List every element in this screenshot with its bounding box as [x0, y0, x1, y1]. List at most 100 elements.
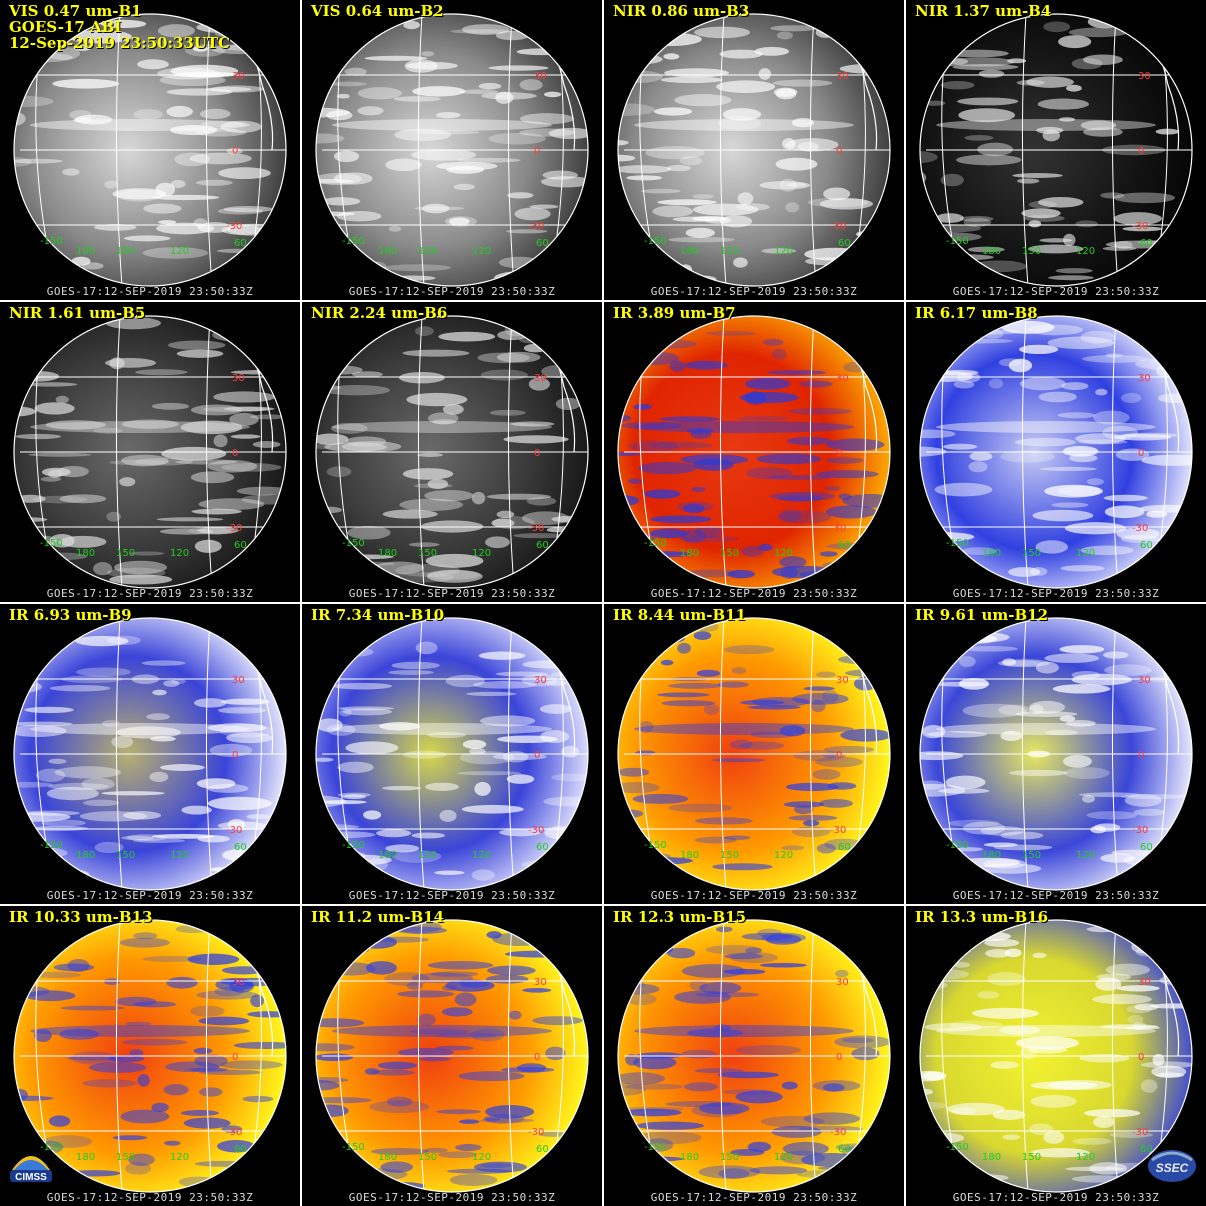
band-title: NIR 0.86 um-B3 — [613, 2, 750, 20]
band-panel: 30 0 -30 -150 180 150 120 60 NIR 1.37 um-B4 GOES-… — [906, 0, 1206, 300]
latitude-label: -30 — [830, 221, 846, 232]
band-panel: 30 0 -30 -150 180 150 120 60 IR 13.3 um-B16 GOES-… — [906, 906, 1206, 1206]
band-title: IR 3.89 um-B7 — [613, 304, 736, 322]
longitude-label: 120 — [170, 1152, 189, 1163]
longitude-label: 120 — [774, 548, 793, 559]
latitude-label: -30 — [528, 221, 544, 232]
panel-timestamp: GOES-17:12-SEP-2019 23:50:33Z — [952, 889, 1160, 902]
longitude-label: 180 — [378, 246, 397, 257]
longitude-label: 60 — [234, 238, 247, 249]
earth-disk-image: 30 0 -30 -150 180 150 120 60 — [617, 315, 891, 589]
longitude-label: 150 — [418, 548, 437, 559]
longitude-label: 150 — [1022, 246, 1041, 257]
band-panel: 30 0 -30 -150 180 150 120 60 IR 9.61 um-B12 GOES-… — [906, 604, 1206, 904]
longitude-label: 150 — [116, 548, 135, 559]
longitude-label: 180 — [76, 1152, 95, 1163]
latitude-label: 0 — [534, 448, 540, 459]
panel-timestamp: GOES-17:12-SEP-2019 23:50:33Z — [650, 587, 858, 600]
latitude-label: 0 — [1138, 448, 1144, 459]
longitude-label: 150 — [1022, 1152, 1041, 1163]
longitude-label: 120 — [1076, 850, 1095, 861]
latitude-label: 0 — [1138, 146, 1144, 157]
longitude-label: 60 — [838, 540, 851, 551]
earth-disk-image: 30 0 -30 -150 180 150 120 60 — [919, 919, 1193, 1193]
latitude-label: -30 — [528, 825, 544, 836]
earth-disk-image: 30 0 -30 -150 180 150 120 60 — [617, 919, 891, 1193]
longitude-label: 60 — [838, 842, 851, 853]
earth-disk-image: 30 0 -30 -150 180 150 120 60 — [617, 617, 891, 891]
latitude-label: 0 — [836, 1052, 842, 1063]
latitude-label: 30 — [1138, 977, 1151, 988]
longitude-label: 150 — [418, 850, 437, 861]
longitude-label: 150 — [720, 548, 739, 559]
longitude-label: -150 — [40, 538, 63, 549]
latitude-label: -30 — [830, 825, 846, 836]
longitude-label: 60 — [1140, 238, 1153, 249]
latitude-label: 30 — [1138, 675, 1151, 686]
earth-disk-image: 30 0 -30 -150 180 150 120 60 — [919, 13, 1193, 287]
longitude-label: 120 — [472, 850, 491, 861]
panel-timestamp: GOES-17:12-SEP-2019 23:50:33Z — [348, 285, 556, 298]
latitude-label: 30 — [232, 71, 245, 82]
earth-disk-image: 30 0 -30 -150 180 150 120 60 — [919, 315, 1193, 589]
latitude-label: -30 — [1132, 221, 1148, 232]
latitude-label: 30 — [534, 71, 547, 82]
longitude-label: 120 — [774, 1152, 793, 1163]
longitude-label: -150 — [644, 538, 667, 549]
band-panel: 30 0 -30 -150 180 150 120 60 IR 8.44 um-B11 GOES-… — [604, 604, 904, 904]
latitude-label: 0 — [534, 750, 540, 761]
longitude-label: -150 — [946, 236, 969, 247]
longitude-label: 180 — [982, 850, 1001, 861]
longitude-label: 60 — [1140, 540, 1153, 551]
latitude-label: 0 — [232, 448, 238, 459]
band-title: IR 10.33 um-B13 — [9, 908, 153, 926]
band-title: NIR 1.61 um-B5 — [9, 304, 146, 322]
longitude-label: 60 — [1140, 1144, 1153, 1155]
longitude-label: -150 — [342, 840, 365, 851]
longitude-label: -150 — [40, 236, 63, 247]
panel-timestamp: GOES-17:12-SEP-2019 23:50:33Z — [46, 889, 254, 902]
longitude-label: -150 — [342, 1142, 365, 1153]
latitude-label: -30 — [528, 1127, 544, 1138]
band-title: NIR 1.37 um-B4 — [915, 2, 1052, 20]
earth-disk-image: 30 0 -30 -150 180 150 120 60 — [315, 617, 589, 891]
latitude-label: 0 — [836, 146, 842, 157]
longitude-label: 180 — [680, 246, 699, 257]
latitude-label: 30 — [836, 71, 849, 82]
longitude-label: 60 — [838, 238, 851, 249]
scan-datetime-label: 12-Sep-2019 23:50:33UTC — [9, 34, 231, 52]
latitude-label: -30 — [528, 523, 544, 534]
latitude-label: 30 — [836, 675, 849, 686]
longitude-label: 60 — [1140, 842, 1153, 853]
longitude-label: 60 — [536, 238, 549, 249]
latitude-label: -30 — [226, 825, 242, 836]
longitude-label: 180 — [378, 548, 397, 559]
earth-disk-image: 30 0 -30 -150 180 150 120 60 — [315, 13, 589, 287]
longitude-label: 150 — [116, 246, 135, 257]
longitude-label: 180 — [76, 246, 95, 257]
band-title: IR 6.93 um-B9 — [9, 606, 132, 624]
latitude-label: 0 — [836, 750, 842, 761]
panel-timestamp: GOES-17:12-SEP-2019 23:50:33Z — [46, 1191, 254, 1204]
band-title: IR 8.44 um-B11 — [613, 606, 747, 624]
longitude-label: -150 — [644, 236, 667, 247]
latitude-label: 30 — [232, 675, 245, 686]
latitude-label: 30 — [534, 675, 547, 686]
panel-timestamp: GOES-17:12-SEP-2019 23:50:33Z — [952, 587, 1160, 600]
panel-timestamp: GOES-17:12-SEP-2019 23:50:33Z — [952, 285, 1160, 298]
longitude-label: 180 — [680, 850, 699, 861]
longitude-label: -150 — [342, 538, 365, 549]
band-title: IR 9.61 um-B12 — [915, 606, 1049, 624]
latitude-label: 30 — [836, 977, 849, 988]
panel-timestamp: GOES-17:12-SEP-2019 23:50:33Z — [348, 889, 556, 902]
band-panel: 30 0 -30 -150 180 150 120 60 NIR 2.24 um-B6 GOES-… — [302, 302, 602, 602]
latitude-label: -30 — [226, 1127, 242, 1138]
band-panel: 30 0 -30 -150 180 150 120 60 IR 6.17 um-B8 GOES-1… — [906, 302, 1206, 602]
earth-disk-image: 30 0 -30 -150 180 150 120 60 — [315, 919, 589, 1193]
longitude-label: 120 — [472, 246, 491, 257]
longitude-label: 150 — [720, 246, 739, 257]
longitude-label: 120 — [774, 246, 793, 257]
latitude-label: 0 — [232, 146, 238, 157]
latitude-label: 30 — [836, 373, 849, 384]
longitude-label: 150 — [1022, 850, 1041, 861]
